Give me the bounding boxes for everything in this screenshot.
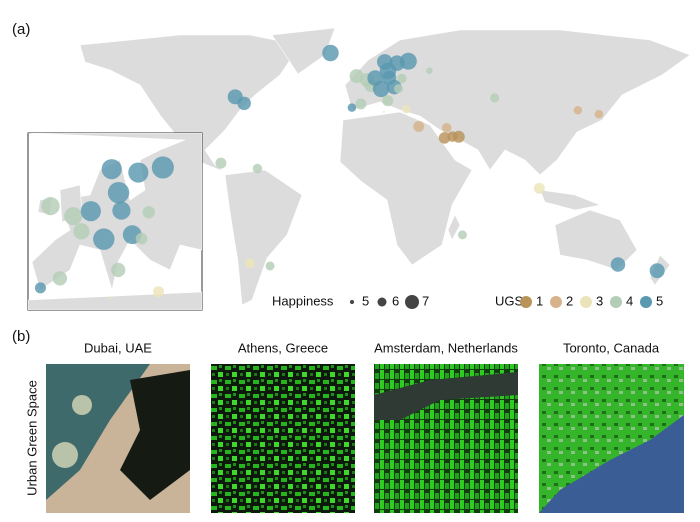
land xyxy=(539,189,602,211)
city-bubble xyxy=(490,93,500,103)
lake xyxy=(539,415,684,513)
city-bubble xyxy=(382,110,385,113)
land xyxy=(447,214,461,241)
city-bubble xyxy=(402,104,411,114)
panel-label: (a) xyxy=(12,21,30,38)
urban xyxy=(120,370,190,500)
city-bubble xyxy=(252,163,263,174)
inset-bubble xyxy=(64,207,83,226)
inset-bubble xyxy=(142,206,155,219)
inset-bubble xyxy=(152,286,165,298)
legend-title: Happiness xyxy=(272,293,334,308)
image-athens xyxy=(211,364,355,513)
legend-color xyxy=(610,296,622,308)
row-label: Urban Green Space xyxy=(24,380,39,496)
image-title: Dubai, UAE xyxy=(84,340,152,355)
image-title: Toronto, Canada xyxy=(563,340,660,355)
panel-label: (b) xyxy=(12,328,30,345)
city-bubble xyxy=(649,263,665,279)
legend-label: 4 xyxy=(626,293,633,308)
city-bubble xyxy=(441,122,452,133)
land xyxy=(344,29,691,176)
city-bubble xyxy=(594,109,604,119)
city-bubble xyxy=(244,258,255,269)
legend-color xyxy=(640,296,652,308)
city-bubble xyxy=(372,80,390,98)
city-bubble xyxy=(457,230,467,240)
legend-label: 6 xyxy=(392,293,399,308)
legend-title: UGS xyxy=(495,293,524,308)
city-bubble xyxy=(610,257,626,272)
island xyxy=(52,442,78,468)
inset-bubble xyxy=(52,271,68,286)
land xyxy=(339,111,473,266)
inset-bubble xyxy=(111,262,126,278)
land xyxy=(224,169,303,306)
image-title: Amsterdam, Netherlands xyxy=(374,340,518,355)
city-bubble xyxy=(533,182,545,194)
legend-color xyxy=(550,296,562,308)
legend-color xyxy=(580,296,592,308)
legend-label: 5 xyxy=(362,293,369,308)
inset-bubble xyxy=(93,228,115,250)
water xyxy=(374,372,518,420)
city-bubble xyxy=(215,157,227,169)
island xyxy=(72,395,92,415)
inset-bubble xyxy=(34,282,46,294)
land xyxy=(554,209,638,271)
city-bubble xyxy=(399,52,417,70)
legend-label: 3 xyxy=(596,293,603,308)
legend-size xyxy=(350,300,354,304)
city-bubble xyxy=(349,69,364,84)
legend-size xyxy=(405,295,419,309)
inset-bubble xyxy=(204,188,212,196)
legend-label: 1 xyxy=(536,293,543,308)
legend-label: 7 xyxy=(422,293,429,308)
inset-bubble xyxy=(112,201,131,220)
inset-bubble xyxy=(73,223,90,240)
inset-bubble xyxy=(151,156,174,179)
inset-bubble xyxy=(135,232,148,245)
inset-bubble xyxy=(107,181,130,204)
city-bubble xyxy=(322,44,339,62)
water xyxy=(46,364,150,500)
legend-size xyxy=(377,297,387,307)
city-bubble xyxy=(355,98,367,110)
city-bubble xyxy=(265,261,275,271)
legend-color xyxy=(520,296,532,308)
city-bubble xyxy=(447,131,458,142)
city-bubble xyxy=(347,103,357,112)
city-bubble xyxy=(426,67,433,74)
city-bubble xyxy=(237,96,251,111)
city-bubble xyxy=(397,73,407,84)
inset-bubble xyxy=(80,201,101,222)
inset-bubble xyxy=(101,159,122,180)
city-bubble xyxy=(394,84,404,94)
world-map xyxy=(79,27,691,306)
legend-label: 5 xyxy=(656,293,663,308)
city-bubble xyxy=(438,132,451,144)
legend-label: 2 xyxy=(566,293,573,308)
inset-bubble xyxy=(128,162,149,183)
inset-bubble xyxy=(108,297,112,300)
city-bubble xyxy=(382,95,394,107)
city-bubble xyxy=(413,120,425,132)
city-bubble xyxy=(573,105,583,115)
inset-bubble xyxy=(41,197,60,216)
image-title: Athens, Greece xyxy=(238,340,328,355)
